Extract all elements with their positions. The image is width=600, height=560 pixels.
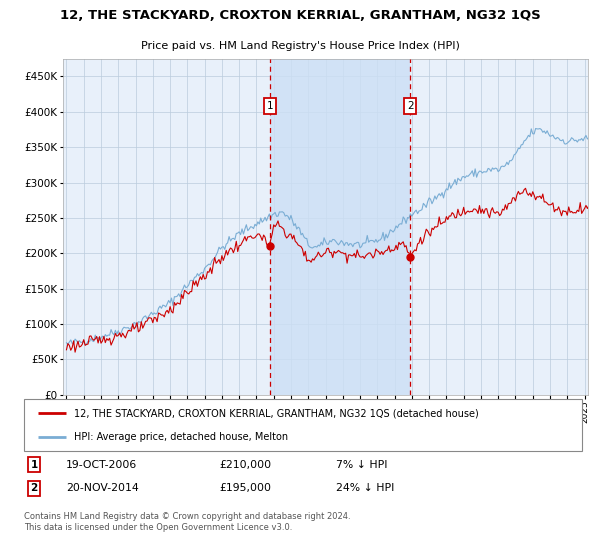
Text: 20-NOV-2014: 20-NOV-2014 — [66, 483, 139, 493]
Text: £195,000: £195,000 — [220, 483, 271, 493]
Text: 12, THE STACKYARD, CROXTON KERRIAL, GRANTHAM, NG32 1QS (detached house): 12, THE STACKYARD, CROXTON KERRIAL, GRAN… — [74, 408, 479, 418]
FancyBboxPatch shape — [24, 399, 582, 451]
Text: 2: 2 — [407, 101, 413, 111]
Text: 7% ↓ HPI: 7% ↓ HPI — [337, 460, 388, 470]
Text: 19-OCT-2006: 19-OCT-2006 — [66, 460, 137, 470]
Text: Price paid vs. HM Land Registry's House Price Index (HPI): Price paid vs. HM Land Registry's House … — [140, 41, 460, 51]
Text: 1: 1 — [31, 460, 38, 470]
Text: 24% ↓ HPI: 24% ↓ HPI — [337, 483, 395, 493]
Text: 2: 2 — [31, 483, 38, 493]
Text: £210,000: £210,000 — [220, 460, 271, 470]
Text: HPI: Average price, detached house, Melton: HPI: Average price, detached house, Melt… — [74, 432, 289, 442]
Text: Contains HM Land Registry data © Crown copyright and database right 2024.
This d: Contains HM Land Registry data © Crown c… — [24, 512, 350, 531]
Bar — [270, 59, 410, 395]
Text: 12, THE STACKYARD, CROXTON KERRIAL, GRANTHAM, NG32 1QS: 12, THE STACKYARD, CROXTON KERRIAL, GRAN… — [59, 9, 541, 22]
Text: 1: 1 — [267, 101, 274, 111]
